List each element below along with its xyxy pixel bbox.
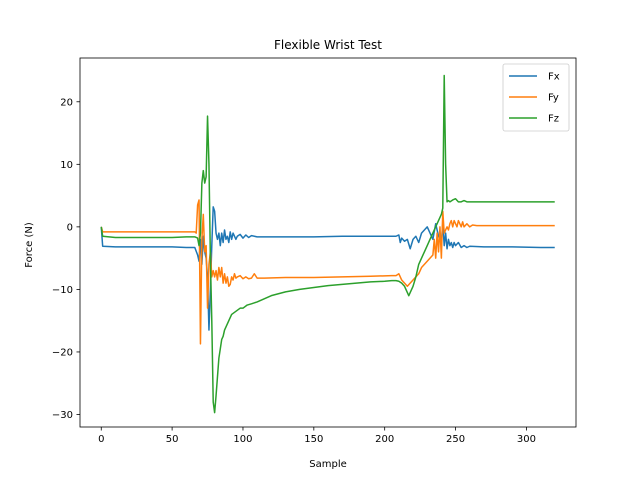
x-tick-label: 100	[233, 434, 252, 445]
y-tick-label: −10	[52, 285, 73, 296]
plot-series	[100, 74, 555, 414]
series-line-fz	[100, 74, 555, 414]
x-axis-ticks: 0 50 100 150 200 250 300	[98, 427, 536, 445]
x-axis-label: Sample	[309, 459, 347, 470]
series-line-fy	[100, 199, 555, 345]
x-tick-label: 0	[98, 434, 104, 445]
y-tick-label: −20	[52, 347, 73, 358]
y-tick-label: 20	[60, 97, 73, 108]
chart-title: Flexible Wrist Test	[274, 38, 382, 52]
plot-frame	[79, 57, 577, 428]
y-axis-label: Force (N)	[24, 222, 35, 268]
x-tick-label: 150	[304, 434, 323, 445]
x-tick-label: 200	[375, 434, 394, 445]
legend-label-fy: Fy	[548, 93, 559, 104]
y-tick-label: 0	[67, 222, 73, 233]
legend-label-fz: Fz	[548, 114, 559, 125]
y-tick-label: −30	[52, 410, 73, 421]
x-tick-label: 300	[517, 434, 536, 445]
x-tick-label: 250	[446, 434, 465, 445]
y-axis-ticks: −30 −20 −10 0 10 20	[52, 97, 80, 421]
legend: Fx Fy Fz	[502, 63, 570, 132]
x-tick-label: 50	[166, 434, 179, 445]
legend-label-fx: Fx	[548, 72, 560, 83]
y-tick-label: 10	[60, 160, 73, 171]
